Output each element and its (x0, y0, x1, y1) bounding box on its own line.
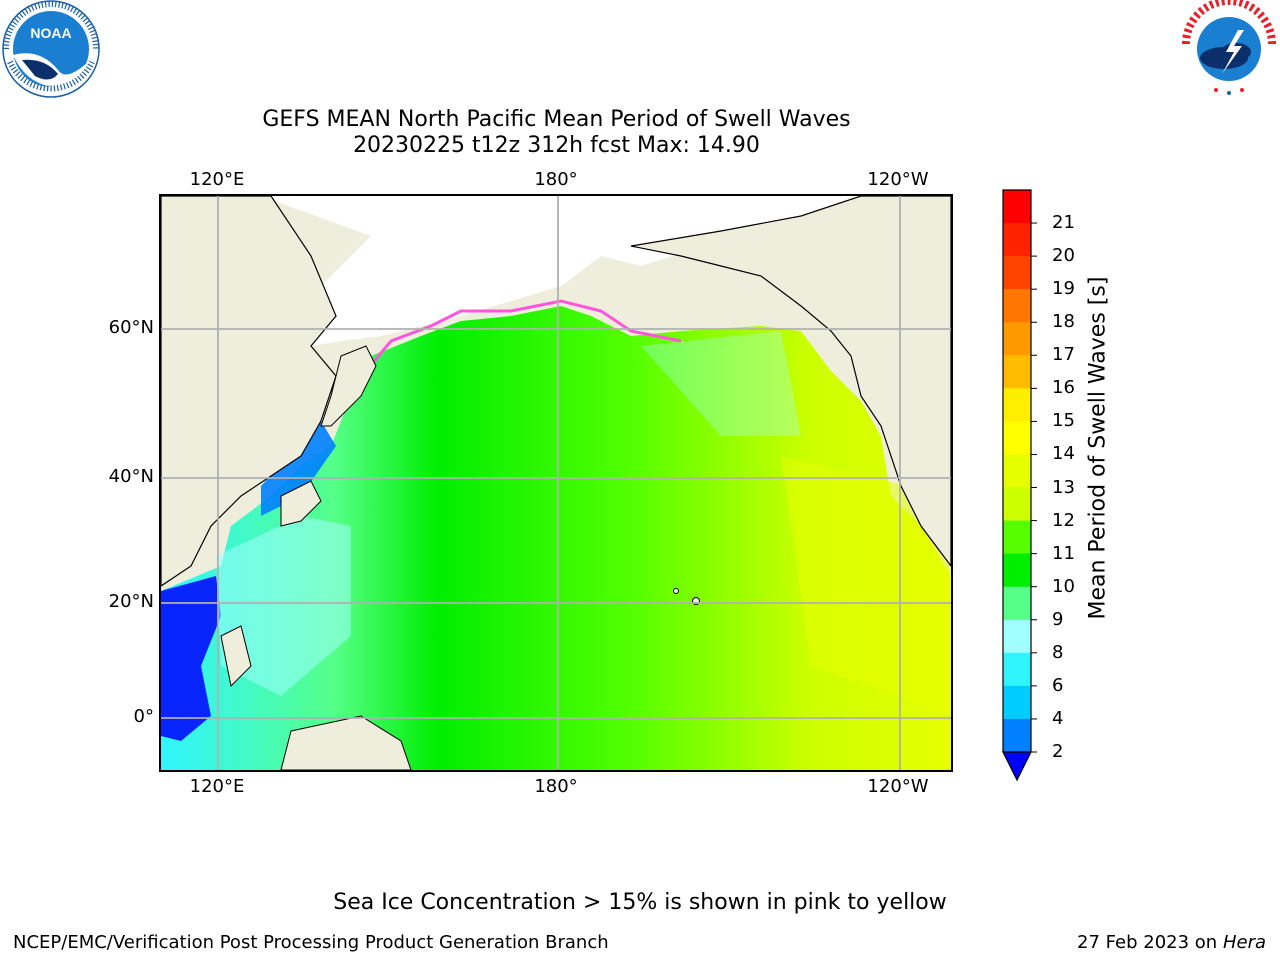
map-panel (159, 194, 953, 772)
colorbar-segment (1003, 190, 1031, 224)
colorbar-segment (1003, 487, 1031, 522)
philippines (220, 625, 252, 688)
footer-credit: NCEP/EMC/Verification Post Processing Pr… (13, 932, 609, 953)
colorbar-segment (1003, 322, 1031, 356)
low-period-area-sw (161, 576, 221, 741)
colorbar-tick-label: 14 (1052, 443, 1075, 465)
colorbar-segment (1003, 388, 1031, 422)
colorbar-frame (1002, 189, 1032, 753)
colorbar-segment (1003, 421, 1031, 455)
colorbar-segment (1003, 223, 1031, 257)
low-period-area-japan-sea (261, 421, 336, 516)
colorbar-segment (1003, 685, 1031, 720)
colorbar-tick-label: 11 (1052, 542, 1075, 564)
lon-label-top-120e: 120°E (189, 169, 245, 190)
colorbar-tick-label: 17 (1052, 344, 1075, 366)
colorbar-segment (1003, 520, 1031, 555)
colorbar-tick-label: 8 (1052, 641, 1064, 663)
japan-islands (280, 480, 322, 527)
mid-period-area-gulf-alaska (641, 331, 801, 436)
high-period-area-east (781, 456, 951, 716)
kamchatka (320, 345, 377, 427)
colorbar-tick-label: 13 (1052, 476, 1075, 498)
ocean-swell-field (161, 306, 951, 770)
map-title: GEFS MEAN North Pacific Mean Period of S… (262, 107, 851, 132)
lat-label-20n: 20°N (108, 591, 154, 612)
ice-edge-line (364, 299, 682, 372)
hawaii-island (673, 588, 679, 594)
asia-landmass (161, 196, 337, 587)
colorbar-tick-label: 18 (1052, 311, 1075, 333)
lat-label-0: 0° (133, 706, 154, 727)
colorbar-tick-label: 2 (1052, 741, 1064, 762)
colorbar-segment (1003, 718, 1031, 753)
colorbar-tick-label: 16 (1052, 377, 1075, 399)
lon-label-bottom-120e: 120°E (189, 776, 245, 797)
colorbar-tick-label: 9 (1052, 608, 1064, 630)
graticule (161, 196, 951, 770)
colorbar-tick-label: 20 (1052, 245, 1075, 267)
colorbar-segment (1003, 355, 1031, 389)
colorbar-segment (1003, 586, 1031, 621)
map-subtitle: 20230225 t12z 312h fcst Max: 14.90 (353, 133, 760, 158)
lon-label-bottom-180: 180° (534, 776, 578, 797)
colorbar (1000, 186, 1040, 786)
sea-ice-note: Sea Ice Concentration > 15% is shown in … (333, 890, 947, 915)
nws-logo (1178, 0, 1280, 98)
footer-host: Hera (1222, 932, 1266, 953)
lat-label-40n: 40°N (108, 466, 154, 487)
footer-date-text: 27 Feb 2023 on (1077, 932, 1218, 953)
colorbar-tick-label: 19 (1052, 278, 1075, 300)
lon-label-top-120w: 120°W (867, 169, 929, 190)
lat-label-60n: 60°N (108, 317, 154, 338)
colorbar-tick-label: 15 (1052, 410, 1075, 432)
noaa-logo-text: NOAA (30, 25, 71, 41)
colorbar-segment (1003, 619, 1031, 654)
colorbar-tick-label: 21 (1052, 212, 1075, 234)
noaa-logo: NOAA (0, 0, 102, 102)
colorbar-under-extension (1002, 751, 1032, 782)
mid-period-area-west (216, 516, 351, 696)
colorbar-tick-label: 4 (1052, 707, 1064, 729)
colorbar-segment (1003, 454, 1031, 489)
colorbar-tick-label: 12 (1052, 509, 1075, 531)
colorbar-label: Mean Period of Swell Waves [s] (1085, 276, 1111, 620)
colorbar-tick-label: 6 (1052, 674, 1064, 696)
colorbar-segment (1003, 289, 1031, 323)
footer-date: 27 Feb 2023 on Hera (1077, 932, 1266, 953)
colorbar-segment (1003, 553, 1031, 588)
colorbar-segment (1003, 256, 1031, 290)
colorbar-ticks: 2 4 6 8 9 10 11 12 13 14 15 16 17 18 19 20 21 (1040, 0, 1090, 960)
colorbar-tick-label: 10 (1052, 575, 1075, 597)
colorbar-svg (1002, 189, 1037, 782)
lon-label-top-180: 180° (534, 169, 578, 190)
north-america-landmass (630, 196, 951, 567)
map-canvas (161, 196, 951, 770)
lon-label-bottom-120w: 120°W (867, 776, 929, 797)
colorbar-segment (1003, 652, 1031, 687)
